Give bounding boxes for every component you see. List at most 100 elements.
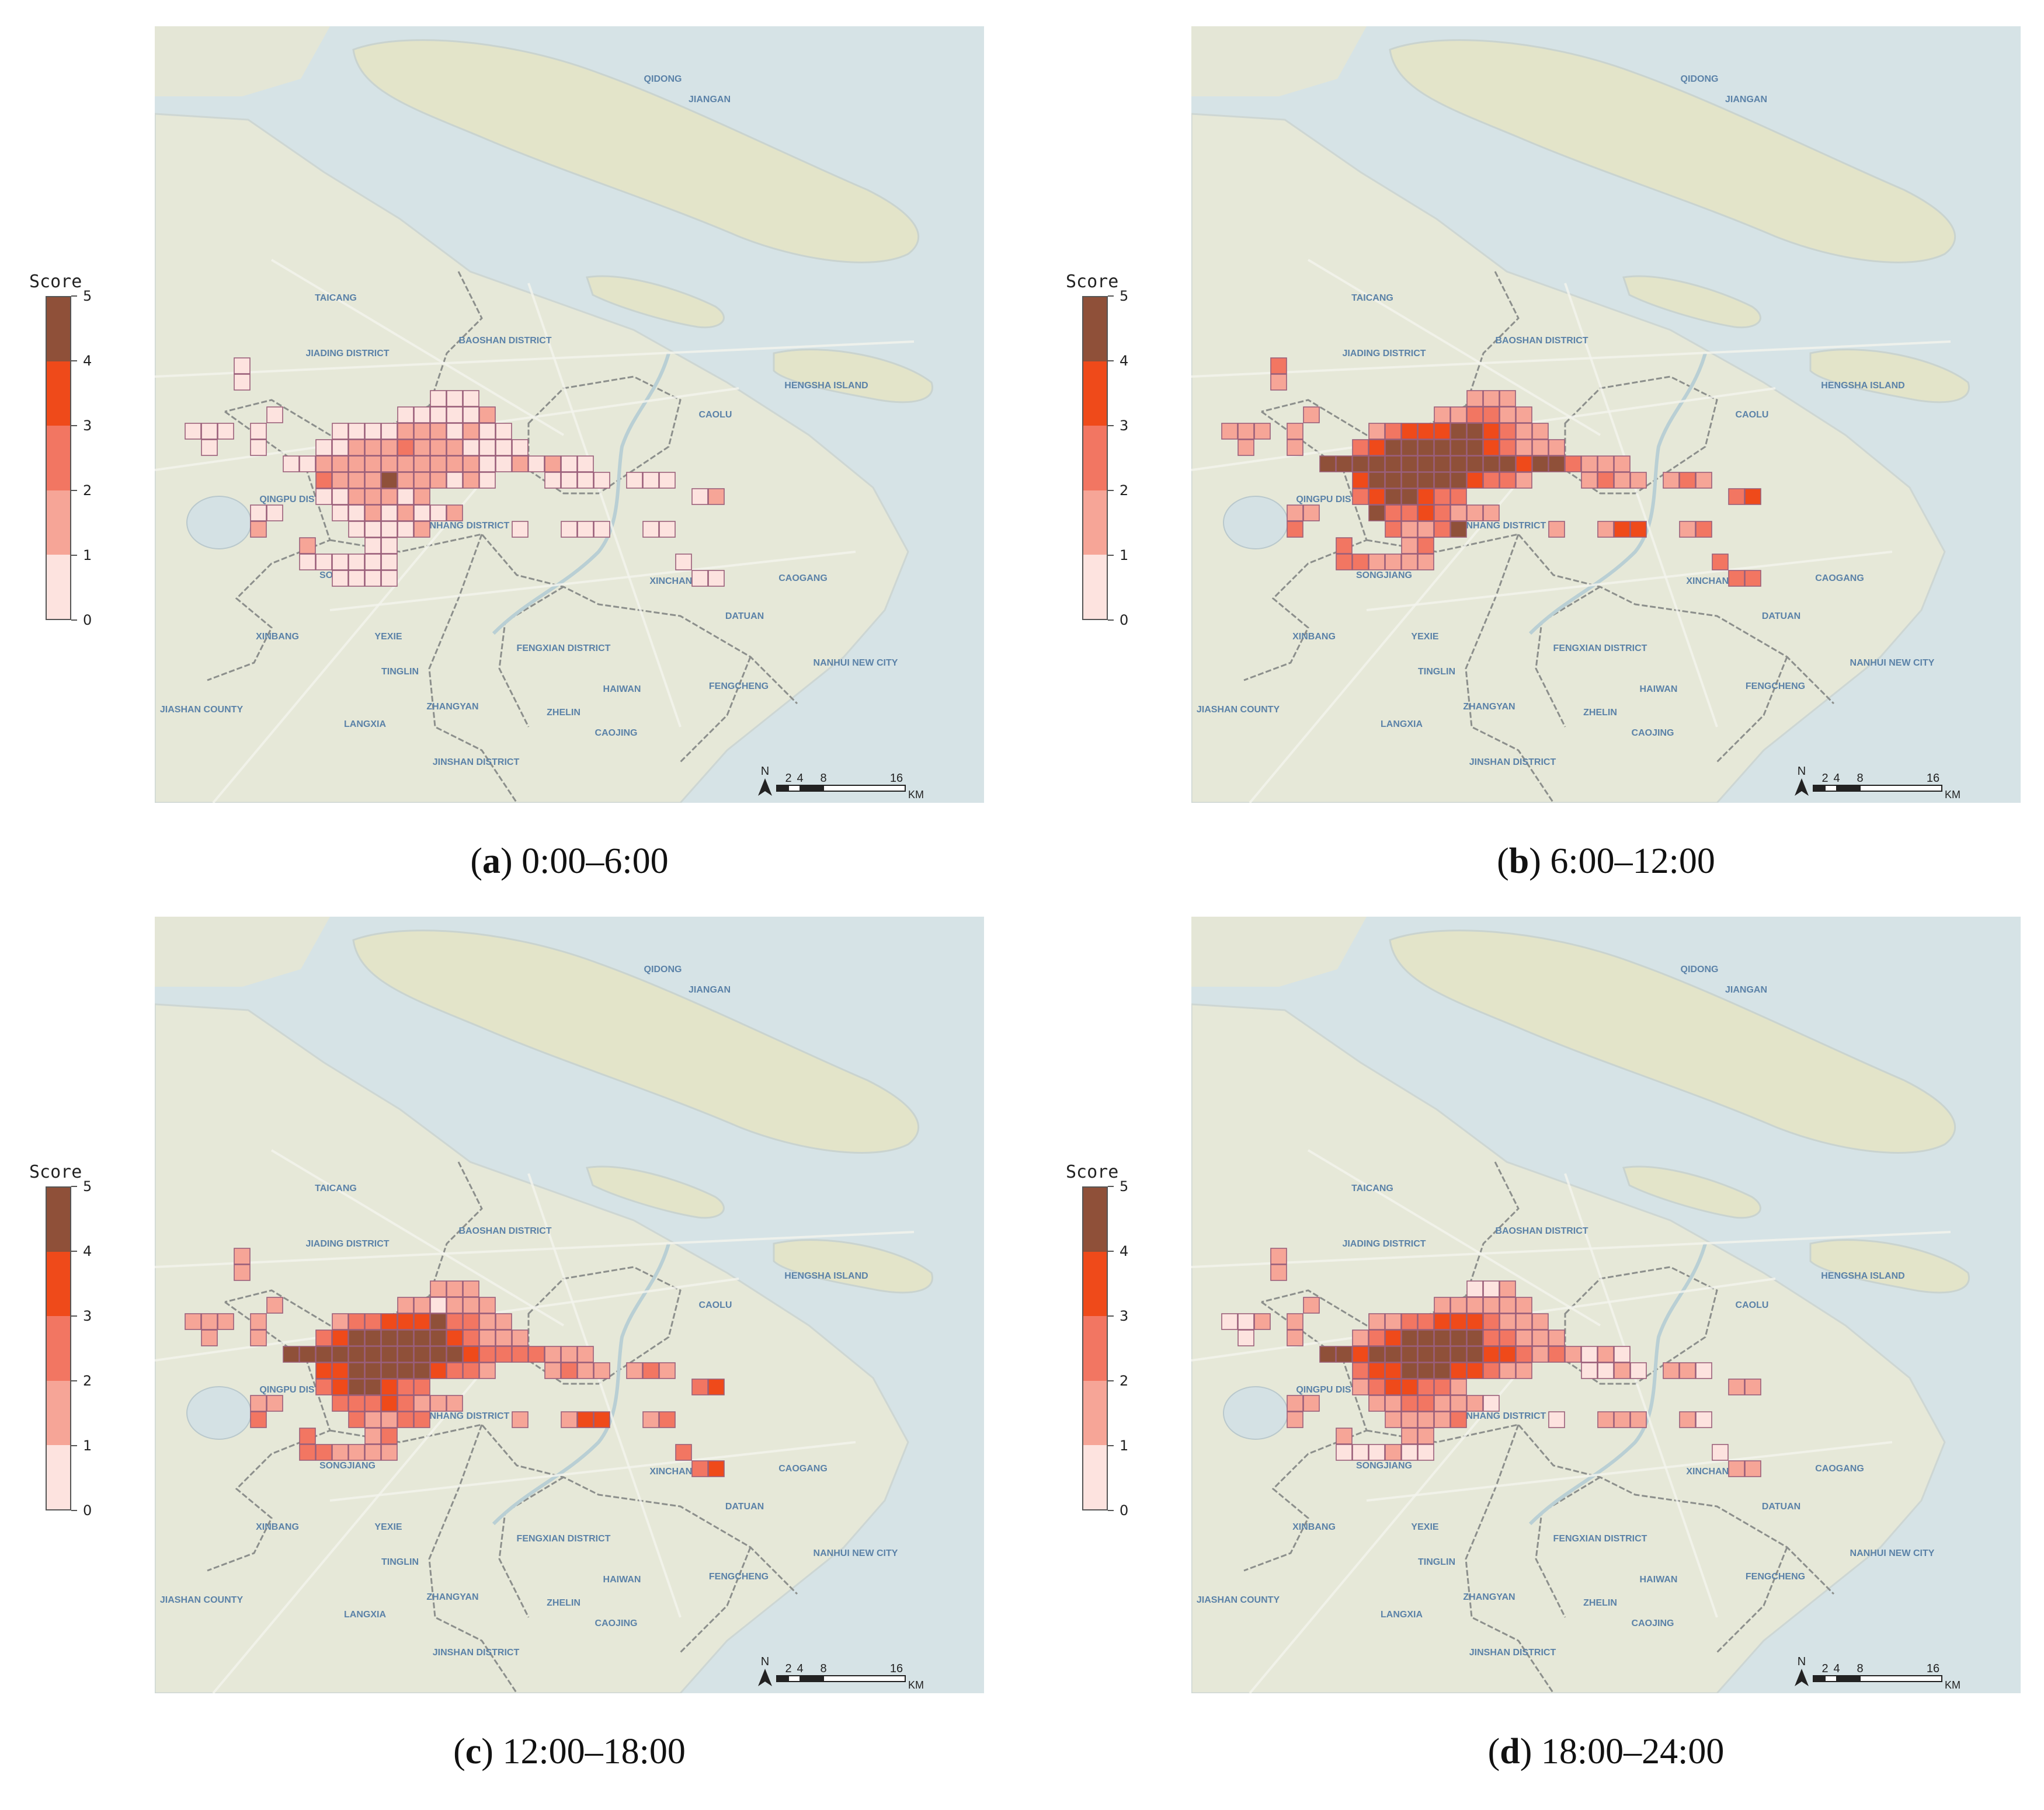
score-cell (364, 521, 381, 538)
legend-tick-mark (71, 1445, 77, 1446)
legend-tick-label: 0 (1120, 612, 1129, 628)
score-cell (1450, 423, 1467, 440)
score-cell (1548, 521, 1565, 538)
score-cell (1499, 390, 1516, 407)
score-cell (1385, 488, 1402, 505)
score-cell (1385, 472, 1402, 489)
map-panel-b: Score 0 1 2 3 4 5 QIDONG TAICANG JIADING DISTRI… (1066, 26, 2044, 920)
score-cell (364, 472, 381, 489)
score-cell (1499, 1346, 1516, 1363)
score-cell (1352, 1346, 1369, 1363)
score-cell (201, 423, 218, 440)
score-cell (364, 455, 381, 472)
map[interactable]: QIDONG TAICANG JIADING DISTRICT BAOSHAN DIS… (1191, 917, 2021, 1693)
score-cell (1515, 1329, 1532, 1346)
legend-tick-mark (1108, 555, 1114, 556)
place-label-fengcheng: FENGCHENG (709, 681, 769, 691)
scale-bar: N 2 4 8 16 KM (758, 765, 924, 800)
legend-swatch (47, 1252, 70, 1317)
place-label-caogang: CAOGANG (1815, 1464, 1864, 1474)
score-cell (1417, 1428, 1434, 1444)
district-boundary (207, 410, 331, 681)
place-label-qidong: QIDONG (644, 965, 682, 974)
legend-tick-mark (71, 555, 77, 556)
score-cell (1450, 406, 1467, 423)
place-label-jinshan: JINSHAN DISTRICT (1469, 1648, 1556, 1658)
chongming-island (1389, 930, 1956, 1154)
place-label-xinbang: XINBANG (256, 632, 299, 642)
score-cell (463, 1280, 479, 1297)
score-cell (1352, 554, 1369, 570)
score-cell (1532, 439, 1549, 456)
score-cell (315, 488, 332, 505)
score-cell (446, 1280, 463, 1297)
legend-title: Score (1066, 272, 1119, 292)
hengsha-island (1809, 1239, 1970, 1294)
score-cell (1336, 554, 1353, 570)
score-cell (708, 1460, 725, 1477)
place-label-baoshan: BAOSHAN DISTRICT (1495, 336, 1588, 346)
score-cell (348, 423, 365, 440)
score-cell (430, 1346, 447, 1363)
place-label-xinbang: XINBANG (256, 1522, 299, 1532)
legend-tick-label: 2 (1120, 1373, 1129, 1389)
score-cell (1450, 521, 1467, 538)
place-label-hengsha: HENGSHA ISLAND (784, 381, 868, 391)
score-cell (544, 455, 561, 472)
place-label-nanhui: NANHUI NEW CITY (1850, 658, 1935, 668)
district-boundary (498, 1476, 564, 1618)
scale-tick-label: 16 (890, 772, 903, 785)
district-boundary (207, 1301, 331, 1572)
scale-tick-label: 16 (1927, 1662, 1939, 1675)
map[interactable]: QIDONG TAICANG JIADING DISTRICT BAOSHAN DIS… (155, 917, 984, 1693)
score-cell (1352, 439, 1369, 456)
road (1366, 1441, 1893, 1502)
score-cell (495, 423, 512, 440)
score-cell (1303, 1297, 1320, 1314)
score-cell (561, 472, 578, 489)
score-cell (446, 1297, 463, 1314)
score-cell (1254, 1313, 1271, 1330)
score-cell (364, 1428, 381, 1444)
score-cell (364, 423, 381, 440)
score-cell (1287, 1411, 1303, 1428)
score-cell (675, 1444, 692, 1461)
road (1249, 1371, 1520, 1693)
score-cell (1434, 521, 1451, 538)
score-cell (1368, 1395, 1385, 1412)
scale-tick-label: 8 (1857, 1662, 1863, 1675)
map[interactable]: QIDONG TAICANG JIADING DISTRICT BAOSHAN DIS… (1191, 26, 2021, 803)
score-cell (1352, 1379, 1369, 1395)
score-cell (446, 455, 463, 472)
road (527, 1173, 682, 1618)
legend-tick-mark (1108, 425, 1114, 426)
score-cell (1499, 439, 1516, 456)
score-cell (315, 439, 332, 456)
score-cell (364, 488, 381, 505)
score-cell (1483, 504, 1500, 521)
score-cell (691, 570, 708, 587)
score-cell (332, 1444, 349, 1461)
district-boundary (1243, 410, 1368, 681)
score-cell (1532, 1313, 1549, 1330)
score-cell (1597, 455, 1614, 472)
district-boundary (498, 586, 564, 728)
place-label-caolu: CAOLU (699, 1300, 732, 1310)
scale-segment (776, 785, 789, 792)
score-cell (1728, 1460, 1745, 1477)
score-cell (381, 521, 398, 538)
score-cell (364, 570, 381, 587)
score-cell (512, 439, 529, 456)
score-cell (1499, 1313, 1516, 1330)
road (155, 340, 915, 378)
road (155, 1231, 915, 1268)
score-cell (397, 423, 414, 440)
place-label-fengxian: FENGXIAN DISTRICT (1553, 643, 1647, 653)
legend-tick-mark (71, 360, 77, 361)
score-cell (1597, 1346, 1614, 1363)
place-label-taicang: TAICANG (1351, 1184, 1393, 1193)
score-cell (1368, 1346, 1385, 1363)
map[interactable]: QIDONG TAICANG JIADING DISTRICT BAOSHAN DIS… (155, 26, 984, 803)
scale-segment (823, 1675, 906, 1682)
score-cell (1319, 455, 1336, 472)
